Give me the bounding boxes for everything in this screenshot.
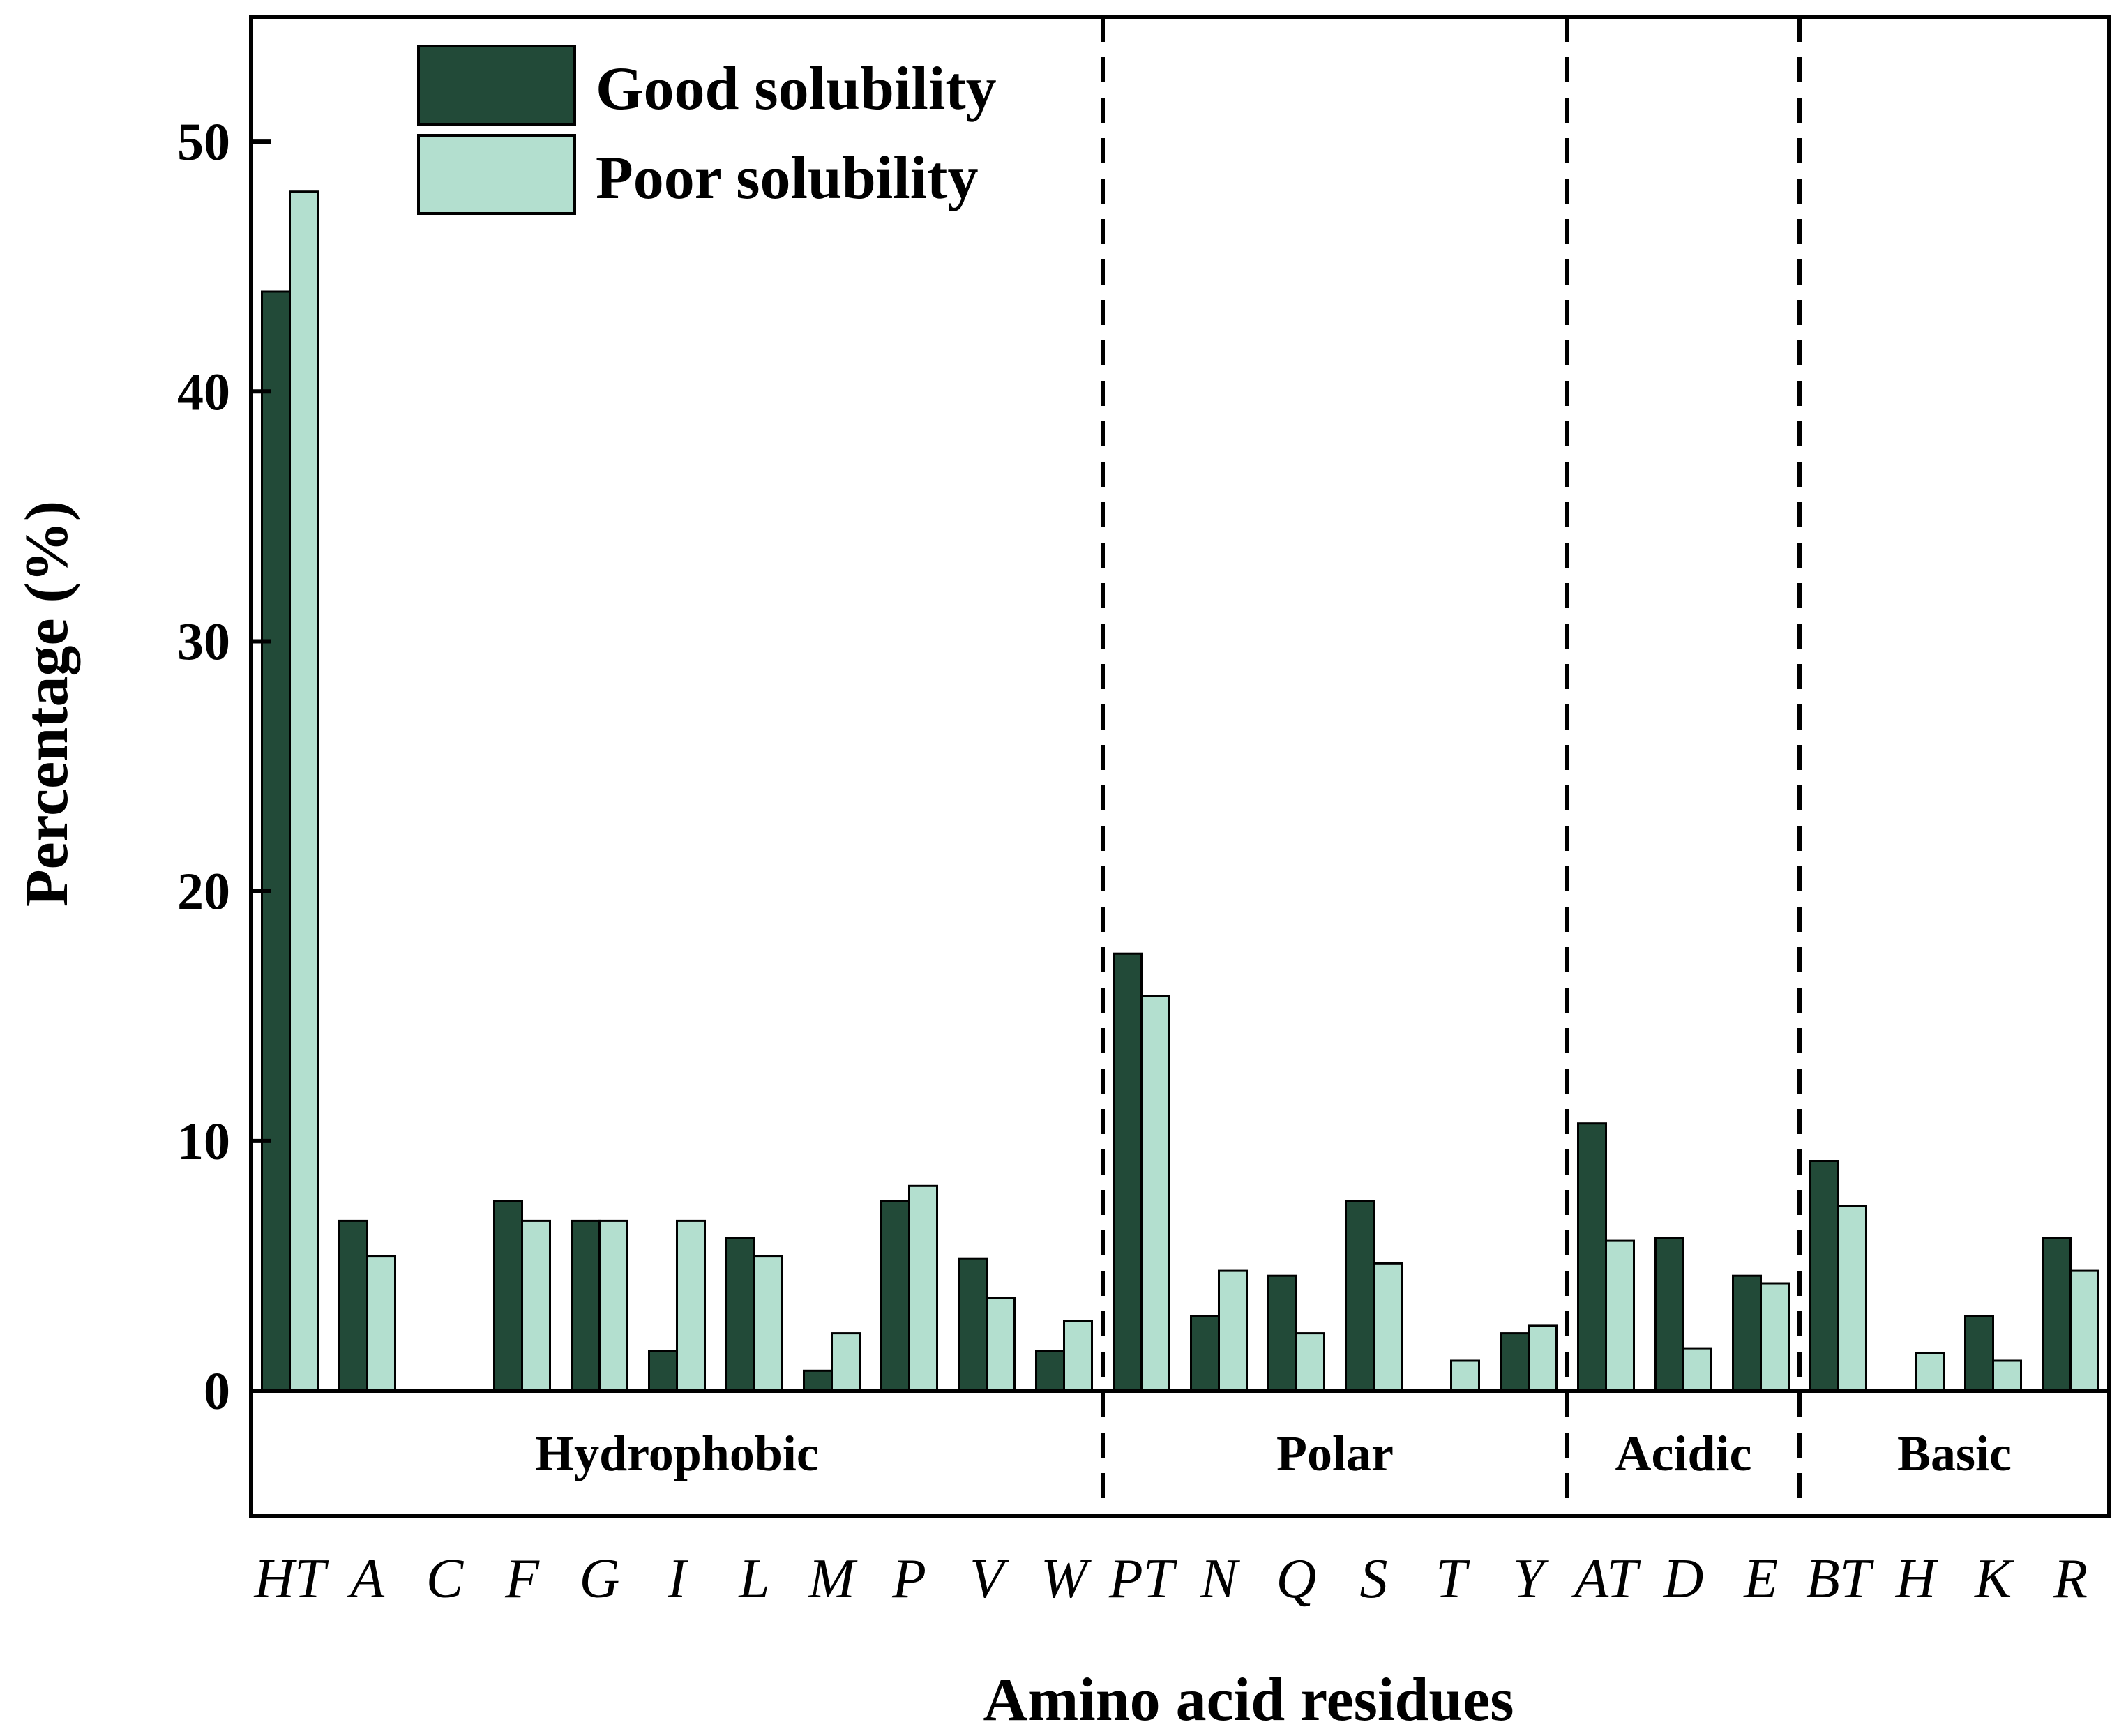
category-label-P: P [891,1548,926,1610]
bar-good-K [1964,1315,1994,1392]
x-axis-category-labels: HT A C F G I L M P V W PT N Q S T Y AT D E BT H K R [253,1548,2088,1610]
legend-label-good: Good solubility [596,55,997,123]
bar-good-L [725,1237,755,1392]
category-label-A: A [347,1548,385,1610]
category-label-Q: Q [1276,1548,1317,1610]
bar-poor-Q [1295,1332,1325,1392]
bar-poor-G [598,1219,628,1392]
category-label-G: G [580,1548,620,1610]
category-label-V: V [970,1548,1009,1610]
legend-swatch-good [417,45,576,126]
bar-poor-H [1915,1352,1945,1392]
bar-good-AT [1577,1122,1607,1392]
bar-poor-M [831,1332,861,1392]
category-label-K: K [1974,1548,2014,1610]
category-label-HT: HT [253,1548,329,1610]
y-tick-label: 30 [177,612,230,671]
bar-good-V [958,1257,988,1392]
bar-poor-N [1218,1269,1248,1392]
y-tick-label: 50 [177,113,230,172]
group-label-hydrophobic: Hydrophobic [535,1426,819,1481]
bar-poor-S [1373,1262,1403,1392]
bar-good-I [648,1350,678,1392]
bar-good-R [2042,1237,2072,1392]
y-tick-label: 20 [177,863,230,921]
group-dividers [1101,17,1802,1516]
category-label-T: T [1435,1548,1470,1610]
x-axis-title: Amino acid residues [983,1666,1514,1734]
group-label-basic: Basic [1897,1426,2012,1481]
bar-poor-E [1760,1282,1790,1392]
bar-poor-AT [1605,1239,1635,1392]
bar-poor-BT [1837,1205,1867,1392]
category-label-W: W [1041,1548,1092,1610]
category-label-BT: BT [1806,1548,1875,1610]
bar-poor-HT [289,190,319,1392]
category-label-D: D [1663,1548,1704,1610]
category-label-H: H [1895,1548,1939,1610]
group-label-polar: Polar [1276,1426,1394,1481]
bar-poor-I [676,1219,706,1392]
bar-good-A [338,1219,368,1392]
category-label-I: I [667,1548,688,1610]
category-label-N: N [1200,1548,1241,1610]
bar-poor-Y [1528,1324,1558,1392]
y-tick-label: 40 [177,363,230,421]
bar-good-E [1732,1274,1762,1392]
y-axis-title: Percentage (%) [13,501,81,907]
bars-layer [261,190,2099,1392]
bar-good-PT [1113,952,1143,1392]
bar-good-F [493,1200,523,1392]
category-label-S: S [1360,1548,1388,1610]
bar-poor-V [986,1297,1016,1392]
bar-poor-F [521,1219,551,1392]
group-labels: Hydrophobic Polar Acidic Basic [535,1426,2012,1481]
bar-poor-A [366,1255,396,1392]
group-label-acidic: Acidic [1615,1426,1752,1481]
bar-good-M [803,1369,833,1392]
y-tick-label: 10 [177,1112,230,1171]
plot-frame [249,15,2111,1518]
category-label-PT: PT [1108,1548,1178,1610]
y-tick-label: 0 [204,1362,230,1421]
category-label-F: F [504,1548,540,1610]
category-label-E: E [1743,1548,1778,1610]
bar-poor-L [753,1255,783,1392]
bar-good-D [1654,1237,1684,1392]
category-label-AT: AT [1571,1548,1641,1610]
bar-good-BT [1809,1160,1839,1392]
bar-good-HT [261,290,291,1392]
category-label-L: L [738,1548,770,1610]
category-label-Y: Y [1513,1548,1549,1610]
bar-good-S [1345,1200,1375,1392]
legend-label-poor: Poor solubility [596,144,978,212]
bar-poor-R [2069,1269,2099,1392]
bar-good-P [880,1200,910,1392]
bar-good-Q [1267,1274,1297,1392]
y-axis: 0 10 20 30 40 50 [177,113,271,1421]
category-label-R: R [2053,1548,2088,1610]
bar-good-W [1035,1350,1065,1392]
legend: Good solubility Poor solubility [417,45,997,215]
category-label-M: M [808,1548,858,1610]
bar-poor-T [1450,1359,1480,1392]
bar-poor-D [1682,1347,1712,1392]
bar-poor-K [1992,1359,2022,1392]
category-label-C: C [426,1548,465,1610]
bar-good-Y [1500,1332,1530,1392]
bar-poor-W [1063,1320,1093,1392]
bar-poor-PT [1140,995,1170,1392]
bar-poor-P [908,1184,938,1392]
legend-swatch-poor [417,134,576,215]
bar-good-G [571,1219,601,1392]
bar-good-N [1190,1315,1220,1392]
